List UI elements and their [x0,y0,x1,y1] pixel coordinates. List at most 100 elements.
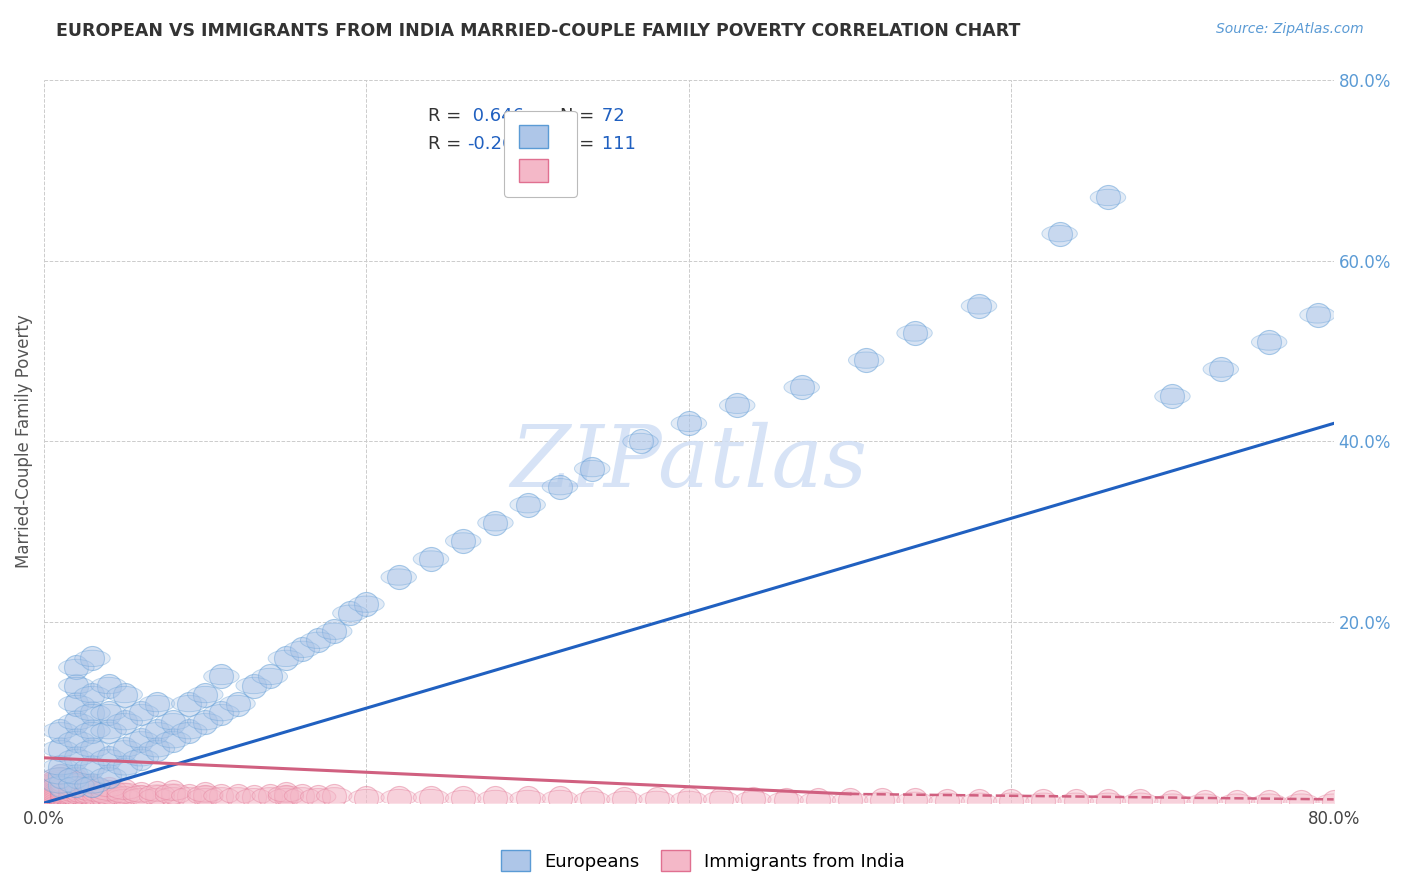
Ellipse shape [59,772,94,789]
Ellipse shape [575,460,610,476]
Ellipse shape [124,786,159,802]
Text: Source: ZipAtlas.com: Source: ZipAtlas.com [1216,22,1364,37]
Ellipse shape [42,723,77,739]
Point [323,789,346,803]
Text: 0.646: 0.646 [467,107,524,125]
Point [630,434,652,449]
Point [82,789,104,803]
Point [162,714,184,729]
Ellipse shape [219,696,256,712]
Ellipse shape [155,784,191,800]
Ellipse shape [768,792,803,808]
Ellipse shape [91,723,127,739]
Ellipse shape [172,696,207,712]
Ellipse shape [34,790,70,806]
Point [82,741,104,756]
Point [179,697,201,711]
Ellipse shape [994,793,1029,809]
Ellipse shape [1316,794,1351,810]
Ellipse shape [91,705,127,721]
Point [65,781,87,796]
Point [194,714,217,729]
Ellipse shape [66,787,103,803]
Point [97,781,120,796]
Ellipse shape [446,790,481,806]
Point [1161,795,1184,809]
Text: N =: N = [560,107,595,125]
Text: 111: 111 [596,135,636,153]
Point [49,741,72,756]
Point [49,782,72,797]
Ellipse shape [51,779,86,795]
Point [82,688,104,702]
Point [451,533,474,548]
Ellipse shape [155,714,191,730]
Point [65,778,87,792]
Ellipse shape [91,749,127,766]
Ellipse shape [59,778,94,794]
Ellipse shape [66,783,103,799]
Ellipse shape [75,778,110,794]
Ellipse shape [510,790,546,806]
Point [516,791,538,805]
Ellipse shape [316,788,352,804]
Ellipse shape [187,789,224,805]
Point [41,783,63,797]
Point [97,751,120,765]
Ellipse shape [42,783,77,799]
Ellipse shape [59,749,94,766]
Point [194,688,217,702]
Ellipse shape [34,788,70,804]
Ellipse shape [91,784,127,800]
Point [209,706,232,720]
Ellipse shape [51,781,86,797]
Point [935,794,957,808]
Ellipse shape [204,668,239,684]
Point [49,769,72,783]
Point [82,723,104,738]
Ellipse shape [59,775,94,791]
Point [291,789,314,803]
Point [49,780,72,795]
Text: R =: R = [429,135,461,153]
Ellipse shape [34,780,70,797]
Ellipse shape [34,782,70,798]
Ellipse shape [172,723,207,739]
Point [114,741,136,756]
Point [420,552,443,566]
Point [49,723,72,738]
Ellipse shape [1042,226,1077,242]
Ellipse shape [51,789,86,805]
Ellipse shape [83,789,118,805]
Ellipse shape [34,775,70,791]
Point [41,785,63,799]
Point [1194,795,1216,809]
Point [129,751,152,765]
Point [58,780,80,794]
Ellipse shape [381,789,416,805]
Point [97,791,120,805]
Ellipse shape [51,786,86,802]
Ellipse shape [75,790,110,806]
Point [146,789,169,804]
Ellipse shape [1154,388,1189,404]
Point [49,773,72,788]
Point [58,782,80,797]
Point [49,769,72,783]
Ellipse shape [623,434,658,450]
Point [49,786,72,800]
Point [710,792,733,806]
Ellipse shape [42,768,77,784]
Ellipse shape [59,789,94,805]
Point [89,787,111,801]
Point [291,642,314,657]
Point [58,789,80,803]
Ellipse shape [42,785,77,801]
Point [548,791,571,805]
Ellipse shape [333,605,368,622]
Ellipse shape [107,783,142,799]
Point [323,624,346,639]
Ellipse shape [606,791,643,807]
Point [58,790,80,805]
Ellipse shape [107,687,142,703]
